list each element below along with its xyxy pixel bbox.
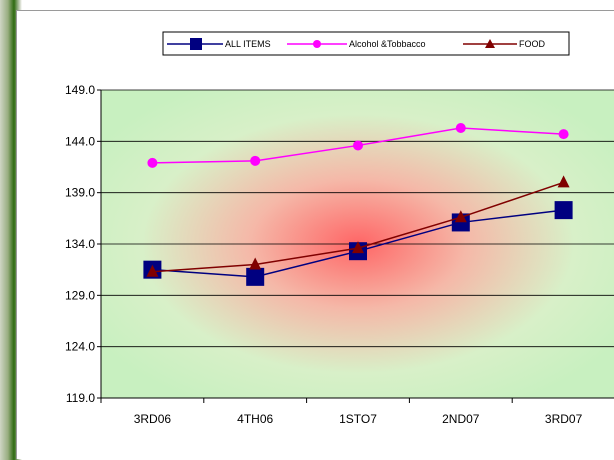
data-point: [352, 241, 364, 254]
y-tick-label: 129.0: [65, 288, 95, 302]
x-tick-label: 4TH06: [237, 412, 273, 426]
y-tick-label: 149.0: [65, 83, 95, 97]
y-tick-label: 119.0: [66, 391, 95, 405]
y-tick-label: 139.0: [65, 186, 95, 200]
data-point: [250, 155, 261, 166]
data-point: [558, 129, 569, 140]
legend-label-all-items: ALL ITEMS: [225, 39, 271, 49]
chart-svg: 119.0 124.0 129.0 134.0 139.0 144.0 149.0 3RD0…: [65, 31, 614, 426]
data-point: [557, 175, 570, 188]
legend: ALL ITEMS Alcohol &Tobbacco FOOD: [162, 31, 570, 56]
legend-label-food: FOOD: [519, 39, 545, 49]
legend-marker-alcohol-tobbacco: [313, 40, 321, 48]
x-tick-label: 3RD07: [545, 412, 583, 426]
data-point: [455, 122, 466, 133]
x-tick-label: 1STO7: [339, 412, 377, 426]
series-2: [146, 175, 570, 277]
y-tick-label: 124.0: [65, 340, 95, 354]
y-tick-label: 134.0: [65, 237, 95, 251]
data-point: [554, 201, 573, 220]
data-point: [246, 267, 265, 286]
series-1: [147, 122, 569, 168]
legend-marker-food: [485, 39, 495, 48]
x-tick-label: 3RD06: [134, 412, 172, 426]
data-point: [146, 264, 159, 277]
legend-marker-all-items: [190, 38, 202, 50]
x-tick-label: 2ND07: [442, 412, 480, 426]
data-point: [454, 210, 467, 223]
legend-label-alcohol-tobbacco: Alcohol &Tobbacco: [349, 39, 426, 49]
chart-frame: 119.0 124.0 129.0 134.0 139.0 144.0 149.0 3RD0…: [16, 10, 614, 459]
y-tick-label: 144.0: [65, 134, 95, 148]
data-point: [147, 157, 158, 168]
data-point: [353, 140, 363, 151]
data-point: [249, 257, 262, 270]
